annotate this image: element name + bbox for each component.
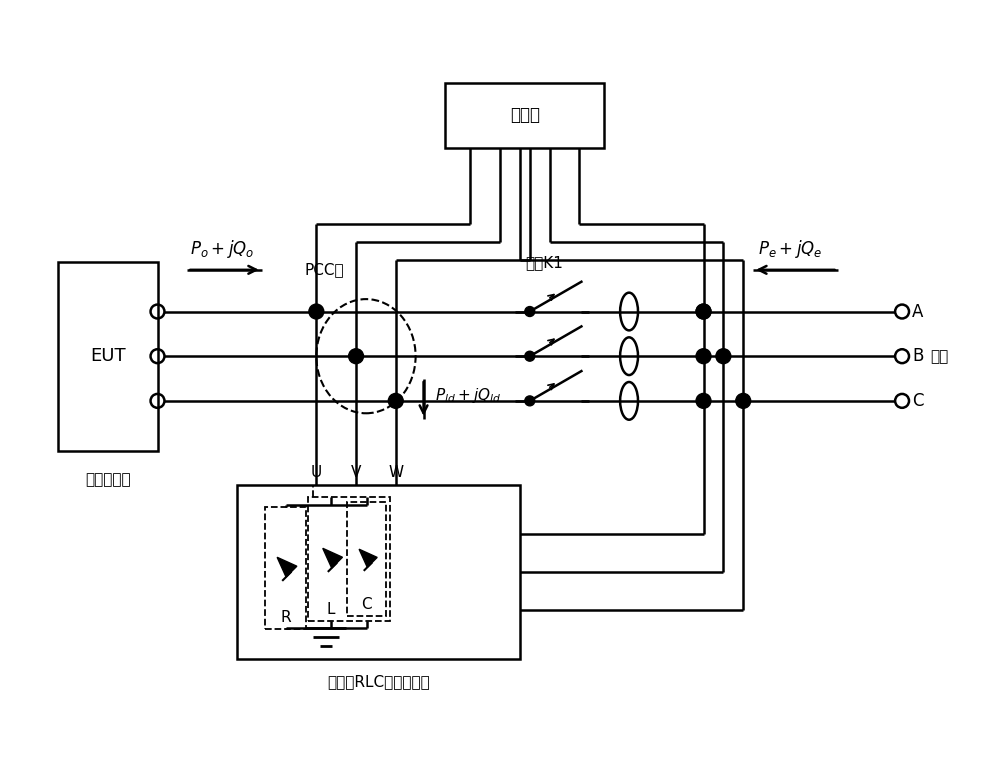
Text: 电网: 电网 (930, 349, 948, 364)
Polygon shape (323, 548, 342, 568)
Circle shape (525, 306, 535, 316)
Circle shape (696, 304, 711, 319)
Text: C: C (912, 392, 923, 410)
Text: 空开K1: 空开K1 (526, 255, 564, 270)
Text: $P_{ld} + jQ_{ld}$: $P_{ld} + jQ_{ld}$ (435, 386, 502, 405)
Text: 录波仪: 录波仪 (510, 106, 540, 124)
Circle shape (696, 394, 711, 408)
Text: U: U (311, 465, 322, 480)
Text: B: B (912, 347, 923, 365)
Text: A: A (912, 303, 923, 320)
Text: $P_o + jQ_o$: $P_o + jQ_o$ (190, 238, 255, 260)
Text: 并网逆变器: 并网逆变器 (85, 473, 131, 487)
Text: L: L (327, 602, 335, 617)
Text: EUT: EUT (90, 347, 126, 365)
Circle shape (696, 304, 711, 319)
Polygon shape (359, 549, 377, 568)
Circle shape (525, 396, 535, 406)
Bar (445, 83, 604, 148)
Text: 防孤岛RLC负载模拟器: 防孤岛RLC负载模拟器 (327, 674, 430, 689)
Circle shape (309, 304, 324, 319)
Bar (237, 485, 520, 659)
Bar (265, 507, 306, 629)
Bar (58, 262, 158, 450)
Circle shape (716, 349, 731, 364)
Circle shape (696, 349, 711, 364)
Text: V: V (351, 465, 361, 480)
Polygon shape (277, 558, 297, 577)
Circle shape (736, 394, 751, 408)
Bar (347, 502, 386, 617)
Text: R: R (280, 611, 291, 625)
Circle shape (525, 352, 535, 361)
Circle shape (349, 349, 363, 364)
Text: $P_e + jQ_e$: $P_e + jQ_e$ (758, 238, 823, 260)
Text: W: W (388, 465, 403, 480)
Bar (308, 497, 390, 621)
Circle shape (388, 394, 403, 408)
Text: C: C (362, 597, 372, 612)
Text: PCC点: PCC点 (304, 262, 344, 277)
